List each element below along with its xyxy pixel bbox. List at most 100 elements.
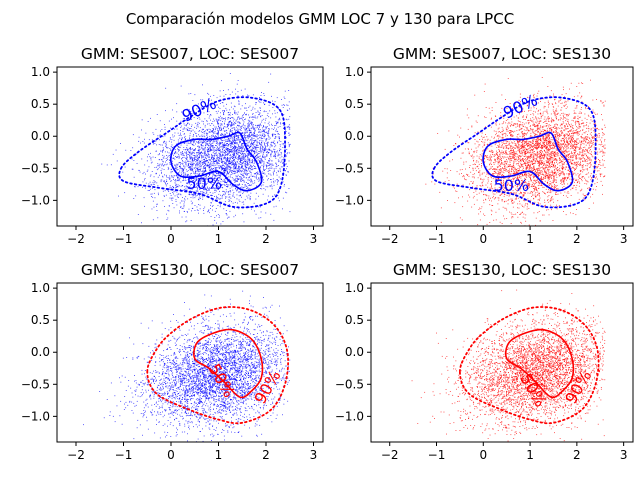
- scatter-point: [242, 156, 243, 157]
- scatter-point: [234, 110, 235, 111]
- scatter-point: [253, 119, 254, 120]
- scatter-point: [510, 173, 511, 174]
- scatter-point: [183, 178, 184, 179]
- scatter-point: [537, 93, 538, 94]
- scatter-point: [244, 182, 245, 183]
- scatter-point: [203, 145, 204, 146]
- scatter-point: [272, 186, 273, 187]
- scatter-point: [216, 143, 217, 144]
- scatter-point: [176, 164, 177, 165]
- scatter-point: [204, 159, 205, 160]
- scatter-point: [229, 167, 230, 168]
- scatter-point: [218, 198, 219, 199]
- scatter-point: [245, 89, 246, 90]
- scatter-point: [138, 186, 139, 187]
- scatter-point: [161, 181, 162, 182]
- scatter-point: [260, 147, 261, 148]
- scatter-point: [198, 143, 199, 144]
- scatter-point: [193, 164, 194, 165]
- scatter-point: [288, 133, 289, 134]
- scatter-point: [601, 181, 602, 182]
- scatter-point: [226, 186, 227, 187]
- scatter-point: [258, 145, 259, 146]
- scatter-point: [231, 149, 232, 150]
- scatter-point: [495, 144, 496, 145]
- scatter-point: [276, 172, 277, 173]
- scatter-point: [190, 133, 191, 134]
- scatter-point: [169, 176, 170, 177]
- scatter-point: [260, 150, 261, 151]
- scatter-point: [558, 156, 559, 157]
- scatter-point: [269, 170, 270, 171]
- scatter-point: [227, 153, 228, 154]
- scatter-point: [230, 73, 231, 74]
- scatter-point: [290, 211, 291, 212]
- scatter-point: [255, 135, 256, 136]
- scatter-point: [212, 135, 213, 136]
- scatter-point: [517, 126, 518, 127]
- scatter-point: [172, 198, 173, 199]
- scatter-point: [248, 169, 249, 170]
- scatter-point: [234, 182, 235, 183]
- scatter-point: [197, 152, 198, 153]
- scatter-point: [223, 144, 224, 145]
- scatter-point: [225, 119, 226, 120]
- scatter-point: [208, 151, 209, 152]
- scatter-point: [186, 154, 187, 155]
- scatter-point: [257, 141, 258, 142]
- scatter-point: [174, 175, 175, 176]
- scatter-point: [162, 163, 163, 164]
- scatter-point: [225, 151, 226, 152]
- scatter-point: [229, 200, 230, 201]
- scatter-point: [264, 156, 265, 157]
- scatter-point: [605, 152, 606, 153]
- scatter-point: [139, 137, 140, 138]
- scatter-point: [251, 180, 252, 181]
- scatter-point: [266, 156, 267, 157]
- scatter-point: [181, 173, 182, 174]
- scatter-point: [185, 153, 186, 154]
- scatter-point: [565, 101, 566, 102]
- scatter-point: [282, 144, 283, 145]
- scatter-point: [233, 147, 234, 148]
- scatter-point: [211, 150, 212, 151]
- scatter-point: [243, 159, 244, 160]
- scatter-point: [268, 116, 269, 117]
- scatter-point: [199, 198, 200, 199]
- scatter-point: [282, 166, 283, 167]
- scatter-point: [233, 169, 234, 170]
- scatter-point: [283, 104, 284, 105]
- scatter-point: [166, 184, 167, 185]
- scatter-point: [288, 119, 289, 120]
- scatter-point: [251, 135, 252, 136]
- scatter-point: [238, 185, 239, 186]
- scatter-point: [133, 198, 134, 199]
- scatter-point: [273, 143, 274, 144]
- scatter-point: [227, 139, 228, 140]
- scatter-point: [242, 95, 243, 96]
- scatter-point: [196, 156, 197, 157]
- scatter-point: [213, 160, 214, 161]
- scatter-point: [506, 152, 507, 153]
- scatter-point: [159, 159, 160, 160]
- scatter-point: [152, 188, 153, 189]
- scatter-point: [222, 154, 223, 155]
- scatter-point: [174, 176, 175, 177]
- scatter-point: [222, 198, 223, 199]
- scatter-point: [228, 162, 229, 163]
- scatter-point: [173, 137, 174, 138]
- scatter-point: [211, 163, 212, 164]
- scatter-point: [241, 128, 242, 129]
- scatter-point: [257, 156, 258, 157]
- scatter-point: [599, 135, 600, 136]
- scatter-point: [225, 192, 226, 193]
- scatter-point: [246, 128, 247, 129]
- scatter-point: [241, 149, 242, 150]
- scatter-point: [570, 161, 571, 162]
- scatter-point: [255, 199, 256, 200]
- scatter-point: [172, 192, 173, 193]
- scatter-point: [248, 177, 249, 178]
- scatter-point: [249, 147, 250, 148]
- scatter-point: [156, 173, 157, 174]
- scatter-point: [234, 163, 235, 164]
